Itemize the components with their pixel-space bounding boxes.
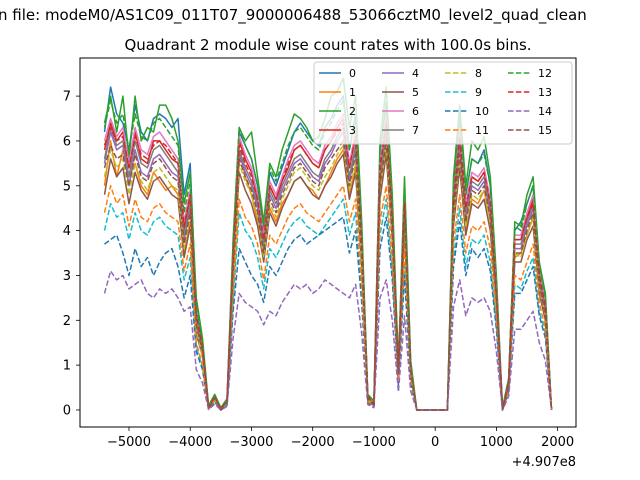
y-tick-label: 3 (63, 269, 71, 284)
x-tick-label: −4000 (168, 435, 212, 450)
series-line-15 (103, 140, 553, 411)
chart-title: Quadrant 2 module wise count rates with … (124, 36, 531, 54)
y-tick-label: 1 (63, 359, 71, 374)
legend-label-13: 13 (538, 86, 552, 99)
x-tick-label: −2000 (291, 435, 335, 450)
series-line-7 (103, 126, 553, 411)
legend-label-15: 15 (538, 124, 552, 137)
y-tick-label: 6 (63, 134, 71, 149)
legend-label-6: 6 (412, 105, 419, 118)
x-tick-label: 2000 (541, 435, 574, 450)
y-tick-label: 0 (63, 403, 71, 418)
series-line-12 (103, 99, 553, 411)
series-layer (103, 77, 553, 411)
y-tick-label: 5 (63, 179, 71, 194)
legend-label-5: 5 (412, 86, 419, 99)
x-tick-label: −3000 (229, 435, 273, 450)
x-tick-label: 1000 (480, 435, 513, 450)
series-line-9 (103, 198, 553, 411)
x-tick-label: 0 (431, 435, 439, 450)
axes-frame (79, 57, 577, 428)
legend-label-14: 14 (538, 105, 552, 118)
y-tick-label: 2 (63, 314, 71, 329)
legend-box (313, 61, 573, 145)
y-axis: 0 1 2 3 4 5 6 7 (63, 90, 80, 418)
x-tick-label: −1000 (352, 435, 396, 450)
figure-suptitle: n file: modeM0/AS1C09_011T07_9000006488_… (0, 6, 587, 25)
legend-label-4: 4 (412, 67, 419, 80)
x-axis: −5000 −4000 −3000 −2000 −1000 0 1000 2000 (107, 427, 574, 450)
legend-label-2: 2 (349, 105, 356, 118)
legend-label-3: 3 (349, 124, 356, 137)
series-line-10 (104, 216, 553, 411)
series-line-11 (103, 185, 553, 411)
series-line-13 (103, 122, 553, 411)
legend-label-9: 9 (475, 86, 482, 99)
legend-label-0: 0 (349, 67, 356, 80)
legend-label-1: 1 (349, 86, 356, 99)
series-line-5 (103, 153, 553, 411)
series-line-14 (103, 270, 553, 411)
x-axis-offset-label: +4.907e8 (512, 455, 576, 470)
legend-label-7: 7 (412, 124, 419, 137)
y-tick-label: 4 (63, 224, 71, 239)
x-tick-label: −5000 (107, 435, 151, 450)
legend-label-8: 8 (475, 67, 482, 80)
legend-label-11: 11 (475, 124, 489, 137)
series-line-8 (103, 144, 553, 411)
y-tick-label: 7 (63, 90, 71, 105)
legend-label-10: 10 (475, 105, 489, 118)
legend-label-12: 12 (538, 67, 552, 80)
